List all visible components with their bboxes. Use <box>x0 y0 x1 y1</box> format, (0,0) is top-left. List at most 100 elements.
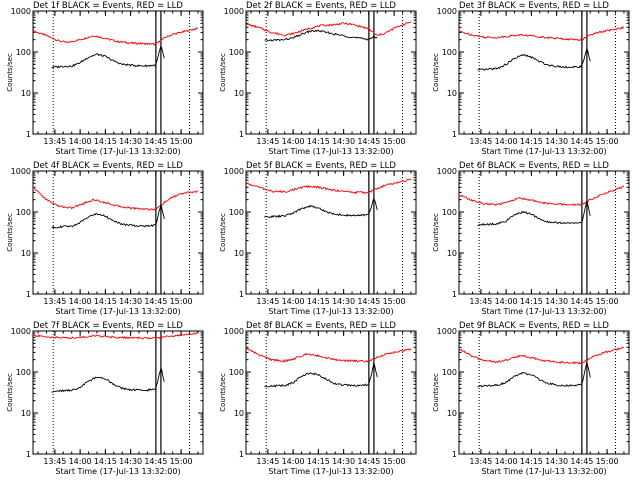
events-series-line <box>477 200 591 227</box>
x-tick-label: 15:00 <box>170 457 193 466</box>
x-tick-label: 14:15 <box>307 457 330 466</box>
y-tick-label: 1000 <box>437 7 457 16</box>
x-tick-label: 14:15 <box>94 297 117 306</box>
y-tick-label: 100 <box>229 208 244 217</box>
y-tick-label: 1000 <box>224 167 244 176</box>
detector-panel: Det 6f BLACK = Events, RED = LLD 1 10 100 10… <box>426 160 639 320</box>
y-tick-label: 100 <box>229 368 244 377</box>
y-tick-label: 1 <box>239 290 244 299</box>
plot-svg: Det 7f BLACK = Events, RED = LLD 1 10 100 10… <box>6 321 204 476</box>
x-tick-label: 14:00 <box>495 297 518 306</box>
y-axis-label: Counts/sec <box>219 213 227 252</box>
y-tick-label: 10 <box>234 89 244 98</box>
x-tick-label: 15:00 <box>383 457 406 466</box>
x-tick-label: 14:00 <box>69 297 92 306</box>
plot-title: Det 6f BLACK = Events, RED = LLD <box>459 161 609 171</box>
x-tick-label: 14:45 <box>570 137 593 146</box>
y-tick-label: 100 <box>442 208 457 217</box>
y-tick-label: 10 <box>447 89 457 98</box>
x-tick-label: 14:15 <box>94 457 117 466</box>
detector-panel: Det 2f BLACK = Events, RED = LLD 1 10 100 10… <box>213 0 426 160</box>
plot-title: Det 9f BLACK = Events, RED = LLD <box>459 321 609 331</box>
x-tick-label: 14:00 <box>282 457 305 466</box>
y-axis-label: Counts/sec <box>6 53 14 92</box>
x-tick-label: 15:00 <box>596 457 619 466</box>
x-tick-label: 14:30 <box>545 137 568 146</box>
y-tick-label: 100 <box>229 48 244 57</box>
x-tick-label: 15:00 <box>383 297 406 306</box>
y-tick-label: 1 <box>26 290 31 299</box>
x-tick-label: 14:45 <box>144 457 167 466</box>
y-tick-label: 10 <box>21 409 31 418</box>
x-tick-label: 15:00 <box>170 297 193 306</box>
x-axis-label: Start Time (17-Jul-13 13:32:00) <box>55 147 180 156</box>
plot-frame <box>245 330 417 455</box>
events-series-line <box>264 362 378 388</box>
x-tick-label: 14:30 <box>119 137 142 146</box>
x-tick-label: 13:45 <box>256 297 279 306</box>
plot-svg: Det 1f BLACK = Events, RED = LLD 1 10 100 10… <box>6 1 204 156</box>
x-tick-label: 13:45 <box>469 297 492 306</box>
y-axis-label: Counts/sec <box>219 53 227 92</box>
y-tick-label: 1 <box>26 450 31 459</box>
y-axis-label: Counts/sec <box>219 373 227 412</box>
x-tick-label: 13:45 <box>469 457 492 466</box>
events-series-line <box>477 46 591 71</box>
plot-title: Det 4f BLACK = Events, RED = LLD <box>33 161 183 171</box>
lld-series-line <box>245 21 412 37</box>
x-tick-label: 14:45 <box>570 297 593 306</box>
y-tick-label: 1000 <box>11 167 31 176</box>
x-tick-label: 15:00 <box>596 297 619 306</box>
x-tick-label: 13:45 <box>43 137 66 146</box>
lld-series-line <box>32 186 199 211</box>
x-tick-label: 13:45 <box>43 457 66 466</box>
x-tick-label: 14:00 <box>282 137 305 146</box>
plot-svg: Det 4f BLACK = Events, RED = LLD 1 10 100 10… <box>6 161 204 316</box>
y-tick-label: 100 <box>442 368 457 377</box>
x-tick-label: 14:30 <box>332 297 355 306</box>
x-tick-label: 13:45 <box>256 137 279 146</box>
y-tick-label: 1000 <box>11 7 31 16</box>
y-tick-label: 1 <box>239 130 244 139</box>
x-tick-label: 14:00 <box>495 137 518 146</box>
y-tick-label: 1000 <box>437 327 457 336</box>
events-series-line <box>51 204 165 229</box>
x-tick-label: 14:30 <box>332 457 355 466</box>
x-tick-label: 14:45 <box>144 137 167 146</box>
plot-svg: Det 8f BLACK = Events, RED = LLD 1 10 100 10… <box>219 321 417 476</box>
y-tick-label: 1000 <box>11 327 31 336</box>
x-tick-label: 14:00 <box>282 297 305 306</box>
x-tick-label: 15:00 <box>596 137 619 146</box>
detector-panel: Det 4f BLACK = Events, RED = LLD 1 10 100 10… <box>0 160 213 320</box>
plot-frame <box>458 170 630 295</box>
x-axis-label: Start Time (17-Jul-13 13:32:00) <box>481 147 606 156</box>
x-axis-label: Start Time (17-Jul-13 13:32:00) <box>55 307 180 316</box>
events-series-line <box>51 44 165 69</box>
events-series-line <box>51 366 165 393</box>
x-tick-label: 14:00 <box>69 137 92 146</box>
y-tick-label: 1000 <box>224 327 244 336</box>
plot-frame <box>32 170 204 295</box>
plot-title: Det 8f BLACK = Events, RED = LLD <box>246 321 396 331</box>
y-tick-label: 1 <box>239 450 244 459</box>
x-tick-label: 14:30 <box>545 297 568 306</box>
x-tick-label: 14:45 <box>144 297 167 306</box>
x-tick-label: 15:00 <box>383 137 406 146</box>
x-axis-label: Start Time (17-Jul-13 13:32:00) <box>268 307 393 316</box>
x-tick-label: 14:00 <box>69 457 92 466</box>
plot-title: Det 7f BLACK = Events, RED = LLD <box>33 321 183 331</box>
lld-series-line <box>458 346 625 365</box>
x-tick-label: 14:00 <box>495 457 518 466</box>
plot-title: Det 3f BLACK = Events, RED = LLD <box>459 1 609 11</box>
events-series-line <box>477 361 591 388</box>
events-series-line <box>264 198 378 219</box>
x-tick-label: 14:45 <box>357 297 380 306</box>
plot-svg: Det 9f BLACK = Events, RED = LLD 1 10 100 10… <box>432 321 630 476</box>
y-tick-label: 10 <box>21 249 31 258</box>
x-tick-label: 14:30 <box>119 457 142 466</box>
plot-svg: Det 2f BLACK = Events, RED = LLD 1 10 100 10… <box>219 1 417 156</box>
detector-panel: Det 7f BLACK = Events, RED = LLD 1 10 100 10… <box>0 320 213 480</box>
lld-series-line <box>458 185 625 207</box>
detector-panel: Det 3f BLACK = Events, RED = LLD 1 10 100 10… <box>426 0 639 160</box>
